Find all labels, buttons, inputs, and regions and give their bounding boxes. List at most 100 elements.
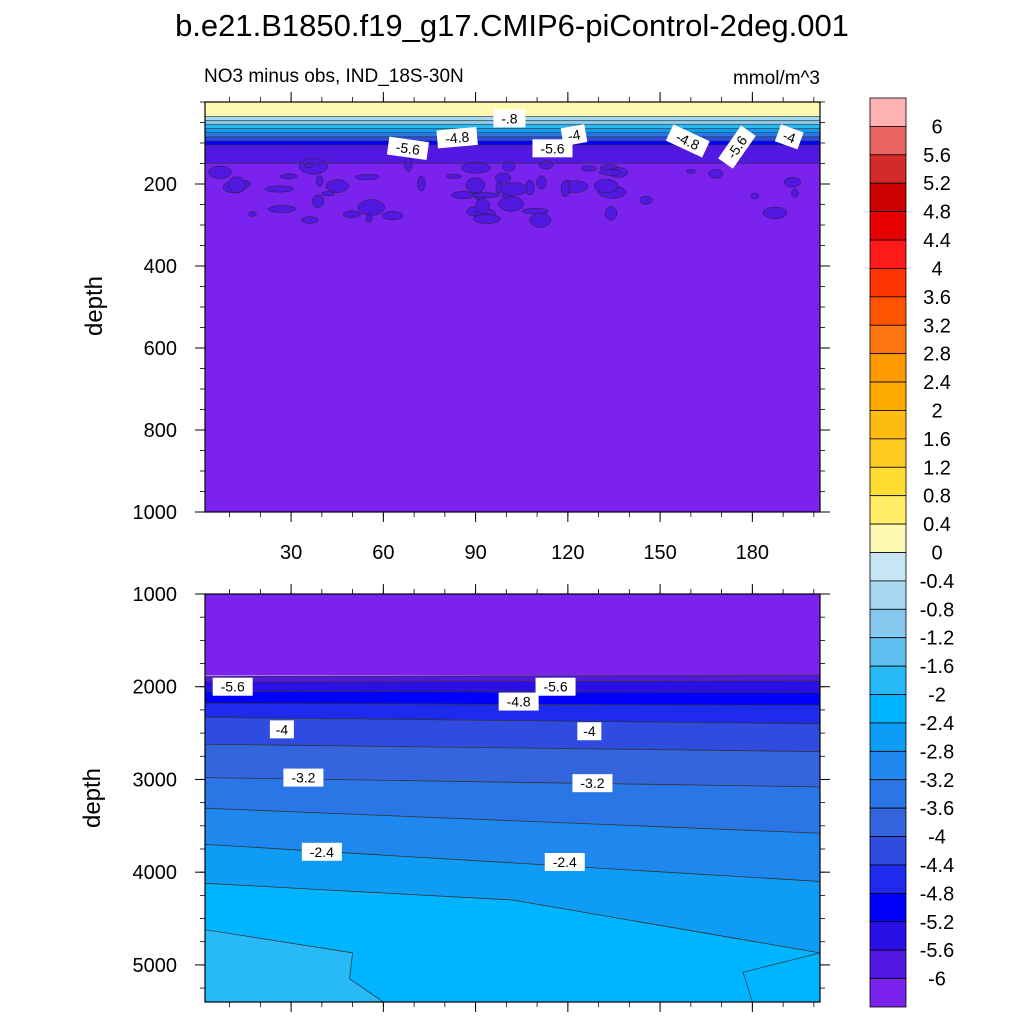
contour-label-box bbox=[535, 677, 576, 696]
colorbar-label: 3.2 bbox=[923, 315, 951, 337]
colorbar-label: -3.2 bbox=[920, 770, 954, 792]
contour-blob bbox=[762, 206, 788, 219]
colorbar-swatch bbox=[869, 182, 907, 213]
colorbar-swatch bbox=[869, 438, 907, 468]
contour-label-box bbox=[544, 852, 585, 871]
contour-label-box bbox=[283, 768, 324, 787]
colorbar-swatch bbox=[869, 268, 907, 298]
colorbar-label: 1.2 bbox=[923, 457, 951, 479]
contour-blob bbox=[446, 173, 462, 179]
contour-blob bbox=[279, 173, 298, 180]
lower-ylabel: depth bbox=[79, 768, 106, 828]
contour-blob bbox=[783, 176, 801, 188]
contour-label-box bbox=[269, 720, 294, 739]
contour-label: -3.2 bbox=[572, 774, 613, 793]
contour-label-box bbox=[436, 126, 478, 149]
colorbar-label: -4.4 bbox=[920, 855, 954, 877]
y-tick-label: 200 bbox=[144, 174, 177, 196]
contour-blob bbox=[267, 205, 296, 213]
units-label: mmol/m^3 bbox=[733, 68, 820, 89]
contour-label: -.8 bbox=[493, 109, 526, 128]
colorbar-swatch bbox=[869, 637, 907, 667]
colorbar-label: 4 bbox=[931, 258, 942, 280]
contour-label-box bbox=[665, 124, 710, 158]
colorbar-label: 5.2 bbox=[923, 173, 951, 195]
colorbar-label: 2.8 bbox=[923, 344, 951, 366]
colorbar-label: -6 bbox=[928, 969, 946, 991]
contour-band bbox=[742, 952, 820, 1002]
contour-line bbox=[205, 807, 820, 834]
lower-frame bbox=[204, 593, 821, 1003]
x-tick-label: 150 bbox=[643, 542, 676, 564]
contour-label-box bbox=[718, 125, 756, 169]
contour-band bbox=[205, 140, 820, 146]
colorbar-swatch bbox=[869, 466, 907, 497]
contour-blob bbox=[521, 208, 549, 215]
contour-label: -4.8 bbox=[498, 692, 539, 711]
contour-band bbox=[205, 145, 820, 164]
contour-label-text: -5.6 bbox=[221, 679, 245, 695]
contour-label: -4 bbox=[577, 722, 602, 741]
y-tick-label: 4000 bbox=[133, 862, 178, 884]
colorbar-swatch bbox=[869, 665, 907, 695]
contour-label-text: -4.8 bbox=[444, 129, 470, 147]
contour-label: -5.6 bbox=[532, 139, 573, 158]
contour-blob bbox=[475, 198, 490, 214]
contour-blob bbox=[304, 163, 313, 169]
colorbar-swatch bbox=[869, 779, 907, 809]
contour-blob bbox=[460, 162, 491, 174]
contour-blob bbox=[404, 158, 413, 172]
colorbar-label: -5.6 bbox=[920, 940, 954, 962]
contour-blob bbox=[208, 165, 232, 179]
colorbar-swatch bbox=[869, 921, 907, 951]
contour-blob bbox=[342, 210, 361, 218]
contour-blob bbox=[750, 192, 760, 200]
contour-band bbox=[205, 844, 820, 953]
contour-label-box bbox=[212, 677, 253, 696]
y-tick-label: 600 bbox=[144, 338, 177, 360]
contour-blob bbox=[417, 175, 426, 192]
colorbar-swatch bbox=[869, 381, 907, 411]
y-tick-label: 3000 bbox=[133, 769, 178, 791]
contour-label-text: -5.6 bbox=[543, 679, 567, 695]
x-tick-label: 90 bbox=[464, 542, 486, 564]
contour-blob bbox=[365, 213, 373, 223]
contour-label: -2.4 bbox=[544, 852, 585, 871]
contour-band bbox=[205, 681, 820, 693]
colorbar-swatch bbox=[869, 211, 907, 241]
contour-blob bbox=[355, 174, 380, 181]
colorbar-label: 5.6 bbox=[923, 145, 951, 167]
contour-blob bbox=[248, 211, 257, 217]
contour-blob bbox=[298, 158, 328, 175]
contour-label-text: -4 bbox=[276, 721, 289, 737]
contour-blob bbox=[536, 175, 547, 190]
colorbar-swatch bbox=[869, 523, 907, 553]
colorbar: 6 5.6 5.2 4.8 4.4 4 3.6 3.2 2.8 2.4 2 1.6 1.2 0.8 0.4 0… bbox=[869, 97, 954, 1008]
colorbar-swatch bbox=[869, 324, 907, 355]
contour-label: -5.6 bbox=[535, 677, 576, 696]
contour-blob bbox=[560, 180, 570, 198]
colorbar-label: -2.4 bbox=[920, 713, 954, 735]
contour-blob bbox=[357, 199, 385, 216]
contour-blob bbox=[471, 192, 500, 199]
colorbar-label: 2.4 bbox=[923, 372, 951, 394]
contour-band bbox=[205, 102, 820, 117]
x-tick-label: 180 bbox=[736, 542, 769, 564]
contour-label-box bbox=[577, 722, 602, 741]
colorbar-swatch bbox=[869, 154, 907, 184]
colorbar-swatch bbox=[869, 694, 907, 724]
contour-line bbox=[205, 716, 820, 725]
contour-blob bbox=[301, 216, 319, 224]
contour-blob bbox=[465, 177, 486, 193]
colorbar-label: -4.8 bbox=[920, 883, 954, 905]
contour-band bbox=[205, 132, 820, 137]
contour-band bbox=[205, 929, 384, 1002]
colorbar-label: 2 bbox=[931, 400, 942, 422]
contour-label-text: -2.4 bbox=[310, 844, 334, 860]
y-tick-label: 1000 bbox=[133, 502, 178, 524]
contour-blob bbox=[529, 213, 552, 228]
contour-blob bbox=[325, 179, 349, 193]
contour-band bbox=[205, 808, 820, 882]
contour-blob bbox=[473, 214, 501, 224]
contour-band bbox=[205, 883, 820, 1002]
